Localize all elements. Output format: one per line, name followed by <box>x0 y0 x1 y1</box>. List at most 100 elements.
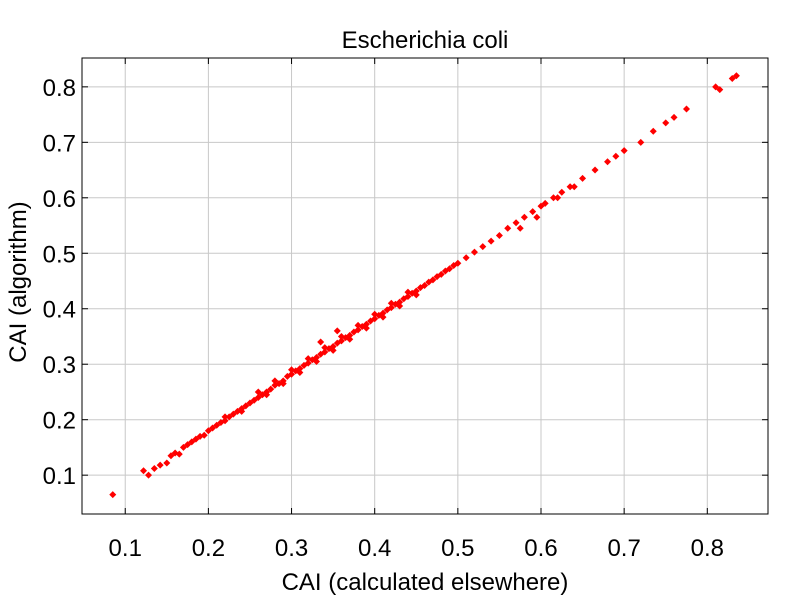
data-point <box>296 369 304 377</box>
data-point <box>362 320 370 328</box>
data-point <box>140 467 148 475</box>
data-point <box>221 413 229 421</box>
y-tick-label: 0.5 <box>43 241 76 268</box>
data-point <box>470 248 478 256</box>
y-tick-label: 0.7 <box>43 130 76 157</box>
data-point <box>404 293 412 301</box>
data-point <box>238 407 246 415</box>
data-point <box>516 224 524 232</box>
plot-frame <box>81 57 769 515</box>
data-point <box>321 348 329 356</box>
data-point <box>288 370 296 378</box>
data-point <box>566 183 574 191</box>
data-point <box>346 335 354 343</box>
data-point <box>512 219 520 227</box>
data-point <box>620 147 628 155</box>
chart-title: Escherichia coli <box>342 27 509 54</box>
x-tick-label: 0.8 <box>691 535 724 562</box>
data-point <box>156 461 164 469</box>
data-point <box>312 357 320 365</box>
data-point <box>321 344 329 352</box>
y-tick-label: 0.2 <box>43 408 76 435</box>
x-tick-label: 0.7 <box>607 535 640 562</box>
data-point <box>337 332 345 340</box>
data-point <box>529 208 537 216</box>
data-point <box>221 417 229 425</box>
data-point <box>446 265 454 273</box>
data-point <box>570 183 578 191</box>
y-tick-label: 0.6 <box>43 186 76 213</box>
data-point <box>520 213 528 221</box>
data-point <box>454 259 462 267</box>
data-point <box>504 224 512 232</box>
data-point <box>150 465 158 473</box>
x-tick-label: 0.6 <box>524 535 557 562</box>
x-tick-label: 0.5 <box>441 535 474 562</box>
data-point <box>387 304 395 312</box>
y-axis-label: CAI (algorithm) <box>5 201 32 362</box>
data-point <box>200 431 208 439</box>
x-tick-label: 0.2 <box>192 535 225 562</box>
data-point <box>404 288 412 296</box>
y-tick-label: 0.4 <box>43 297 76 324</box>
data-point <box>541 199 549 207</box>
data-point <box>429 276 437 284</box>
data-point <box>317 338 325 346</box>
x-axis-label: CAI (calculated elsewhere) <box>282 569 569 596</box>
data-point <box>296 365 304 373</box>
data-point <box>371 310 379 318</box>
grid <box>82 58 768 514</box>
data-point <box>109 491 117 499</box>
data-point <box>612 152 620 160</box>
data-point <box>591 166 599 174</box>
data-point <box>579 174 587 182</box>
data-point <box>354 326 362 334</box>
data-point <box>254 388 262 396</box>
data-point <box>637 138 645 146</box>
data-point <box>412 291 420 299</box>
x-tick-label: 0.1 <box>109 535 142 562</box>
data-point <box>387 299 395 307</box>
data-point <box>549 194 557 202</box>
data-point <box>396 298 404 306</box>
data-point <box>329 342 337 350</box>
data-point <box>649 127 657 135</box>
data-point <box>362 324 370 332</box>
x-tick-label: 0.3 <box>275 535 308 562</box>
x-axis: 0.1 0.2 0.3 0.4 0.5 0.6 0.7 0.8 <box>109 58 724 562</box>
y-axis: 0.1 0.2 0.3 0.4 0.5 0.6 0.7 0.8 <box>43 75 768 490</box>
data-point <box>175 450 183 458</box>
y-tick-label: 0.1 <box>43 463 76 490</box>
data-point <box>683 105 691 113</box>
data-point <box>732 72 740 80</box>
data-point <box>354 321 362 329</box>
data-point <box>346 331 354 339</box>
data-point <box>163 459 171 467</box>
data-point <box>421 281 429 289</box>
data-point <box>412 287 420 295</box>
data-point <box>558 188 566 196</box>
data-point <box>670 113 678 121</box>
data-point <box>304 359 312 367</box>
data-point <box>271 377 279 385</box>
y-tick-label: 0.8 <box>43 75 76 102</box>
data-point <box>312 354 320 362</box>
data-point <box>604 158 612 166</box>
data-point <box>662 119 670 127</box>
x-tick-label: 0.4 <box>358 535 391 562</box>
data-point <box>716 86 724 94</box>
data-point <box>333 327 341 335</box>
data-point <box>495 232 503 240</box>
data-point <box>371 315 379 323</box>
data-point <box>267 385 275 393</box>
data-point <box>479 243 487 251</box>
data-point <box>379 313 387 321</box>
data-point <box>304 355 312 363</box>
data-point <box>329 346 337 354</box>
data-point <box>263 391 271 399</box>
data-point <box>145 471 153 479</box>
data-point <box>288 366 296 374</box>
points <box>109 72 740 499</box>
data-point <box>379 309 387 317</box>
